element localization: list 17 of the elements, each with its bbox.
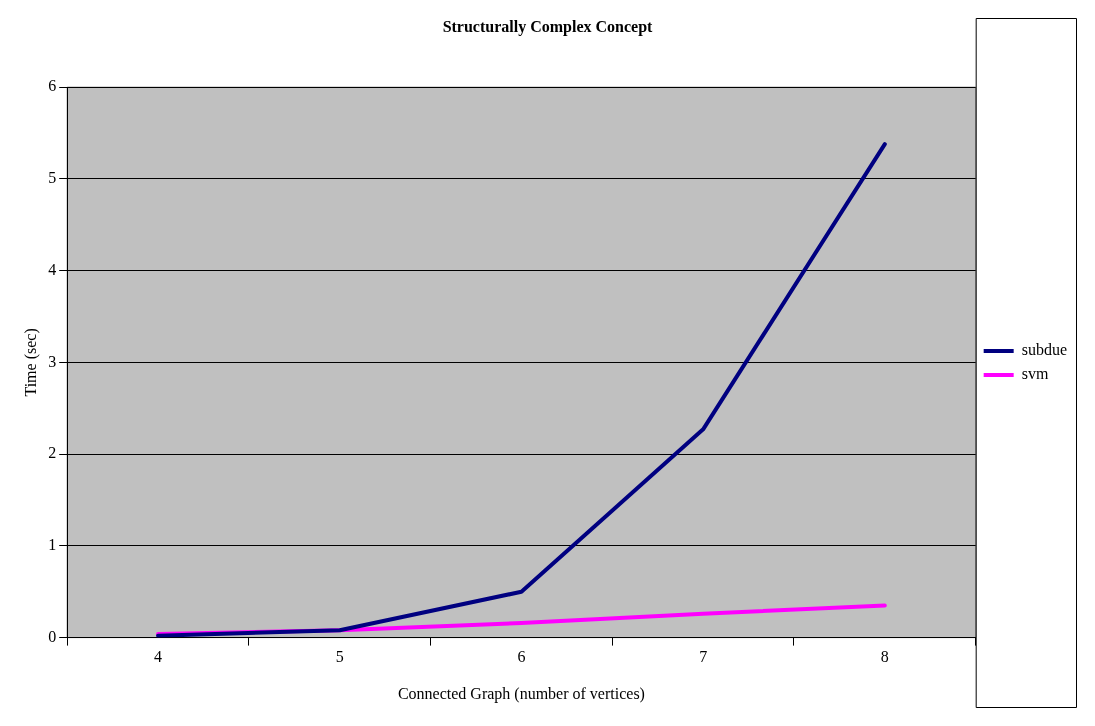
x-tick-label: 8 bbox=[880, 648, 889, 666]
legend-label: svm bbox=[1021, 365, 1049, 383]
y-axis-title: Time (sec) bbox=[21, 328, 40, 397]
x-axis-title: Connected Graph (number of vertices) bbox=[397, 684, 645, 703]
y-tick-label: 5 bbox=[48, 169, 57, 187]
y-tick-label: 3 bbox=[48, 352, 57, 370]
x-tick-label: 4 bbox=[154, 648, 163, 666]
y-tick-label: 0 bbox=[48, 627, 57, 645]
chart-title: Structurally Complex Concept bbox=[442, 17, 654, 36]
x-tick-label: 7 bbox=[699, 648, 708, 666]
legend-label: subdue bbox=[1021, 341, 1067, 359]
x-tick-label: 5 bbox=[335, 648, 344, 666]
x-tick-label: 6 bbox=[517, 648, 526, 666]
y-tick-label: 2 bbox=[48, 444, 57, 462]
y-tick-label: 4 bbox=[48, 260, 57, 278]
y-tick-label: 6 bbox=[48, 77, 57, 95]
y-tick-label: 1 bbox=[48, 536, 57, 554]
